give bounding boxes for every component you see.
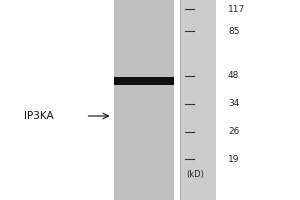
- Text: 34: 34: [228, 99, 239, 108]
- Bar: [180, 0, 216, 200]
- Text: IP3KA: IP3KA: [24, 111, 54, 121]
- Text: 85: 85: [228, 26, 239, 36]
- Text: (kD): (kD): [186, 170, 204, 180]
- Text: 26: 26: [228, 128, 239, 136]
- Bar: [114, 0, 174, 200]
- Text: 19: 19: [228, 154, 239, 164]
- Text: 48: 48: [228, 72, 239, 80]
- Bar: [114, 77, 174, 85]
- Text: 117: 117: [228, 4, 245, 14]
